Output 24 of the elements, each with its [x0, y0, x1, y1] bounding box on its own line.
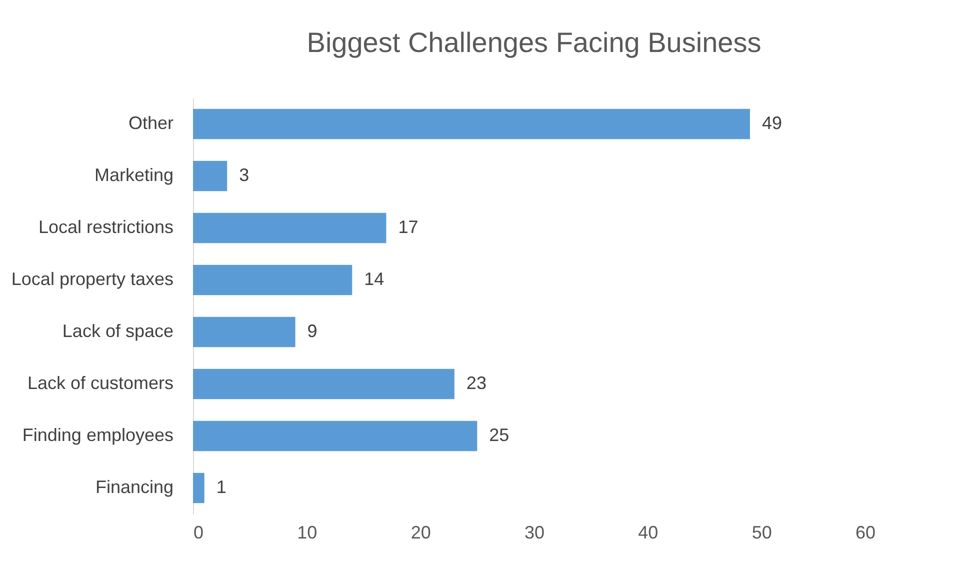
data-label: 49	[762, 113, 782, 133]
y-tick-label: Financing	[95, 477, 174, 497]
x-tick-label: 10	[297, 522, 318, 542]
data-label: 25	[489, 425, 510, 445]
data-label: 23	[466, 373, 486, 393]
x-tick-label: 40	[638, 522, 658, 542]
data-label: 14	[364, 269, 384, 289]
data-label: 17	[398, 217, 418, 237]
data-label: 9	[307, 321, 318, 341]
data-label: 3	[239, 165, 250, 185]
y-tick-label: Local property taxes	[11, 269, 174, 289]
x-tick-label: 60	[855, 522, 876, 542]
x-tick-label: 20	[410, 522, 431, 542]
x-tick-label: 0	[194, 522, 204, 542]
y-tick-label: Marketing	[94, 165, 174, 185]
x-tick-label: 30	[524, 522, 545, 542]
y-tick-label: Lack of customers	[27, 373, 174, 393]
data-label: 1	[216, 477, 226, 497]
y-tick-label: Lack of space	[62, 321, 174, 341]
chart-title: Biggest Challenges Facing Business	[306, 27, 762, 58]
y-tick-label: Local restrictions	[38, 217, 174, 237]
x-tick-label: 50	[752, 522, 772, 542]
y-tick-label: Finding employees	[22, 425, 174, 445]
y-tick-label: Other	[128, 113, 174, 133]
